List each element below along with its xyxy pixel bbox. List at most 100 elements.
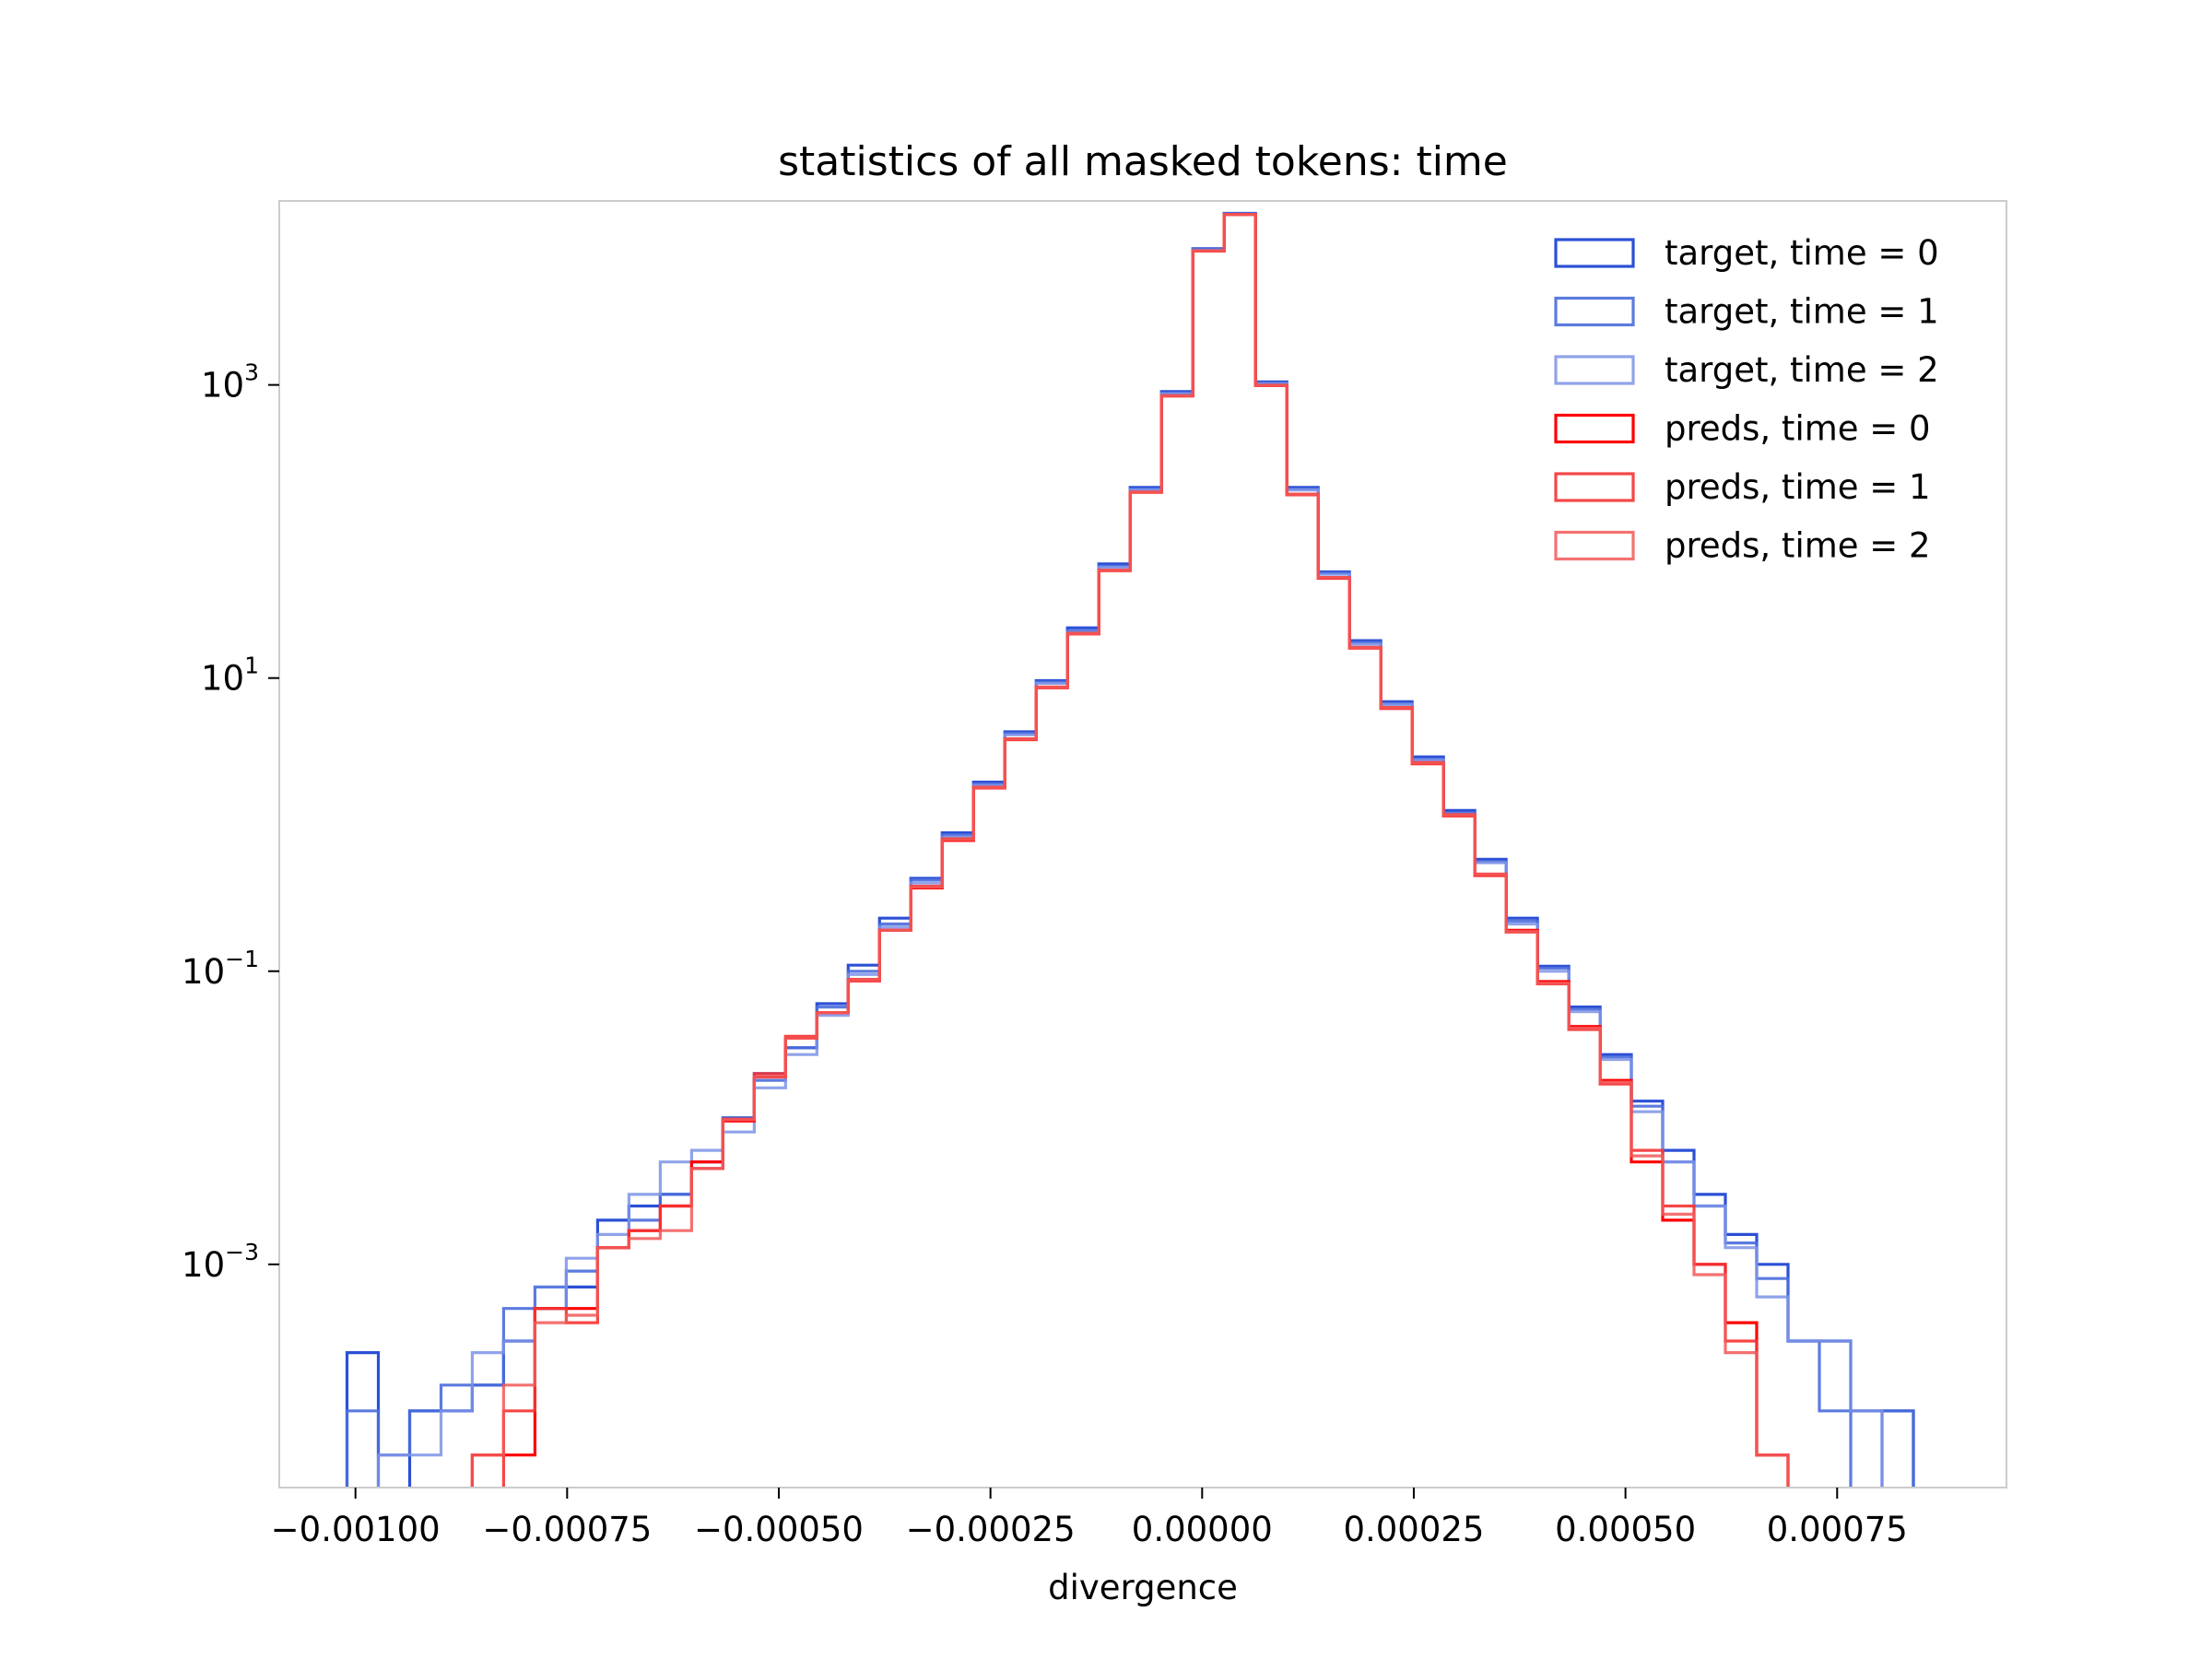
- histogram-bar: [410, 1411, 441, 1506]
- histogram-bar: [629, 1230, 660, 1506]
- histogram-bar: [848, 974, 879, 1506]
- histogram-bar: [723, 1118, 754, 1506]
- histogram-bar: [1099, 564, 1130, 1506]
- y-tick-label: 10−1: [182, 946, 259, 992]
- histogram-bar: [379, 1455, 410, 1506]
- histogram-bar: [973, 787, 1005, 1506]
- histogram-bar: [1600, 1060, 1631, 1507]
- histogram-bar: [1663, 1214, 1694, 1506]
- histogram-bar: [1537, 982, 1569, 1506]
- histogram-bar: [1819, 1341, 1851, 1506]
- histogram-bar: [1569, 1009, 1600, 1506]
- histogram-bar: [1537, 966, 1569, 1506]
- histogram-bar: [1537, 971, 1569, 1506]
- histogram-bar: [1318, 572, 1349, 1507]
- histogram-bar: [535, 1309, 566, 1506]
- chart-title: statistics of all masked tokens: time: [778, 138, 1508, 185]
- histogram-bar: [911, 888, 942, 1507]
- histogram-bar: [1036, 688, 1067, 1506]
- histogram-bar: [1381, 703, 1412, 1506]
- histogram-bar: [723, 1121, 754, 1506]
- histogram-bar: [1882, 1411, 1913, 1506]
- histogram-bar: [785, 1038, 817, 1506]
- histogram-bar: [817, 1013, 848, 1506]
- histogram-bar: [535, 1323, 566, 1506]
- histogram-bar: [723, 1119, 754, 1506]
- histogram-bar: [597, 1234, 629, 1506]
- histogram-bar: [1193, 251, 1224, 1506]
- histogram-bar: [973, 785, 1005, 1506]
- histogram-bar: [597, 1248, 629, 1506]
- plot-frame: [278, 200, 2007, 1488]
- histogram-bar: [1412, 760, 1443, 1506]
- histogram-bar: [1067, 633, 1099, 1506]
- histogram-bar: [1161, 396, 1193, 1506]
- histogram-bar: [911, 880, 942, 1506]
- histogram-bar: [1819, 1341, 1851, 1506]
- histogram-bar: [1412, 757, 1443, 1506]
- histogram-bar: [1318, 578, 1349, 1506]
- legend-swatch: [1554, 413, 1635, 444]
- histogram-bar: [942, 835, 973, 1506]
- histogram-bar: [1318, 578, 1349, 1506]
- histogram-bar: [1130, 490, 1161, 1506]
- histogram-bar: [785, 1048, 817, 1506]
- histogram-bar: [1255, 385, 1287, 1506]
- histogram-bar: [942, 837, 973, 1506]
- legend-swatch: [1554, 296, 1635, 327]
- histogram-bar: [1694, 1275, 1725, 1506]
- histogram-bar: [1099, 568, 1130, 1507]
- legend: target, time = 0 target, time = 1 target, …: [1554, 233, 1939, 566]
- histogram-bar: [472, 1353, 503, 1506]
- histogram-bar: [1349, 642, 1381, 1506]
- histogram-bar: [1569, 1007, 1600, 1506]
- histogram-bar: [1569, 1027, 1600, 1506]
- histogram-bar: [629, 1206, 660, 1507]
- histogram-bar: [1694, 1206, 1725, 1507]
- histogram-bar: [1255, 385, 1287, 1506]
- histogram-bar: [1381, 708, 1412, 1506]
- histogram-bar: [1193, 251, 1224, 1506]
- histogram-bar: [1318, 574, 1349, 1506]
- histogram-bar: [911, 878, 942, 1506]
- histogram-bar: [1161, 392, 1193, 1506]
- histogram-bar: [1287, 489, 1318, 1507]
- histogram-bar: [410, 1411, 441, 1506]
- histogram-bar: [691, 1162, 723, 1506]
- histogram-bar: [942, 840, 973, 1506]
- histogram-bar: [1694, 1194, 1725, 1506]
- histogram-bar: [1067, 634, 1099, 1506]
- histogram-bar: [879, 930, 911, 1506]
- histogram-bar: [1506, 918, 1537, 1506]
- histogram-bar: [1099, 571, 1130, 1506]
- histogram-bar: [1475, 859, 1506, 1506]
- histogram-bar: [1663, 1220, 1694, 1506]
- histogram-bar: [1506, 930, 1537, 1506]
- histogram-bar: [1318, 573, 1349, 1506]
- histogram-bar: [1600, 1080, 1631, 1506]
- histogram-bar: [1381, 708, 1412, 1506]
- histogram-bar: [973, 782, 1005, 1506]
- histogram-bar: [754, 1074, 785, 1506]
- histogram-bar: [1757, 1455, 1788, 1506]
- histogram-bar: [1161, 394, 1193, 1507]
- histogram-bar: [1757, 1297, 1788, 1506]
- legend-label: target, time = 0: [1665, 233, 1939, 273]
- histogram-bar: [503, 1411, 535, 1506]
- histogram-bar: [1130, 492, 1161, 1506]
- histogram-bar: [1694, 1265, 1725, 1506]
- histogram-bar: [848, 971, 879, 1506]
- histogram-series: [501, 213, 1790, 1506]
- histogram-bar: [1255, 382, 1287, 1506]
- histogram-bar: [503, 1341, 535, 1506]
- histogram-bar: [1475, 862, 1506, 1506]
- histogram-bar: [1036, 688, 1067, 1506]
- histogram-step-line: [345, 211, 1915, 1488]
- histogram-bar: [942, 839, 973, 1506]
- histogram-bar: [566, 1258, 597, 1506]
- y-tick-label: 103: [201, 359, 259, 406]
- histogram-bar: [629, 1230, 660, 1506]
- histogram-bar: [1224, 214, 1255, 1506]
- histogram-bar: [1161, 396, 1193, 1507]
- x-tick-label: 0.00050: [1555, 1510, 1696, 1549]
